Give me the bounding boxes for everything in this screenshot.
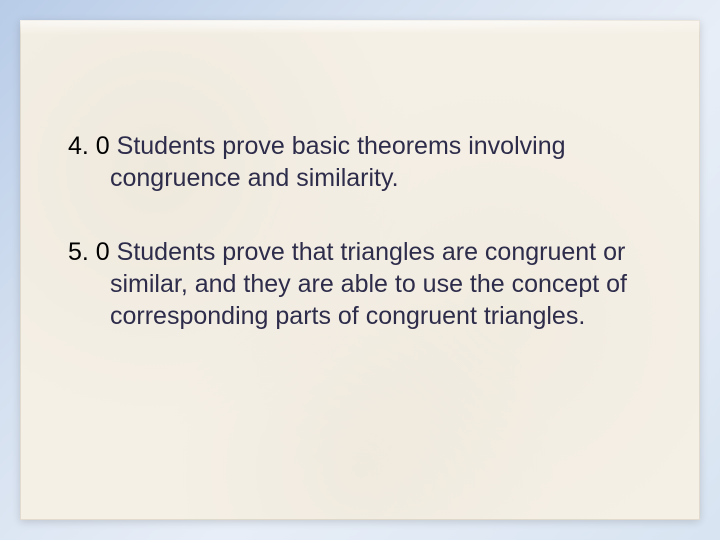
- list-item: 5. 0 Students prove that triangles are c…: [68, 236, 652, 332]
- item-text: Students prove that triangles are congru…: [110, 238, 627, 330]
- paper-slide: 4. 0 Students prove basic theorems invol…: [20, 20, 700, 520]
- item-text: Students prove basic theorems involving …: [110, 132, 566, 192]
- list-item: 4. 0 Students prove basic theorems invol…: [68, 130, 652, 194]
- item-number: 5. 0: [68, 238, 110, 266]
- item-number: 4. 0: [68, 132, 110, 160]
